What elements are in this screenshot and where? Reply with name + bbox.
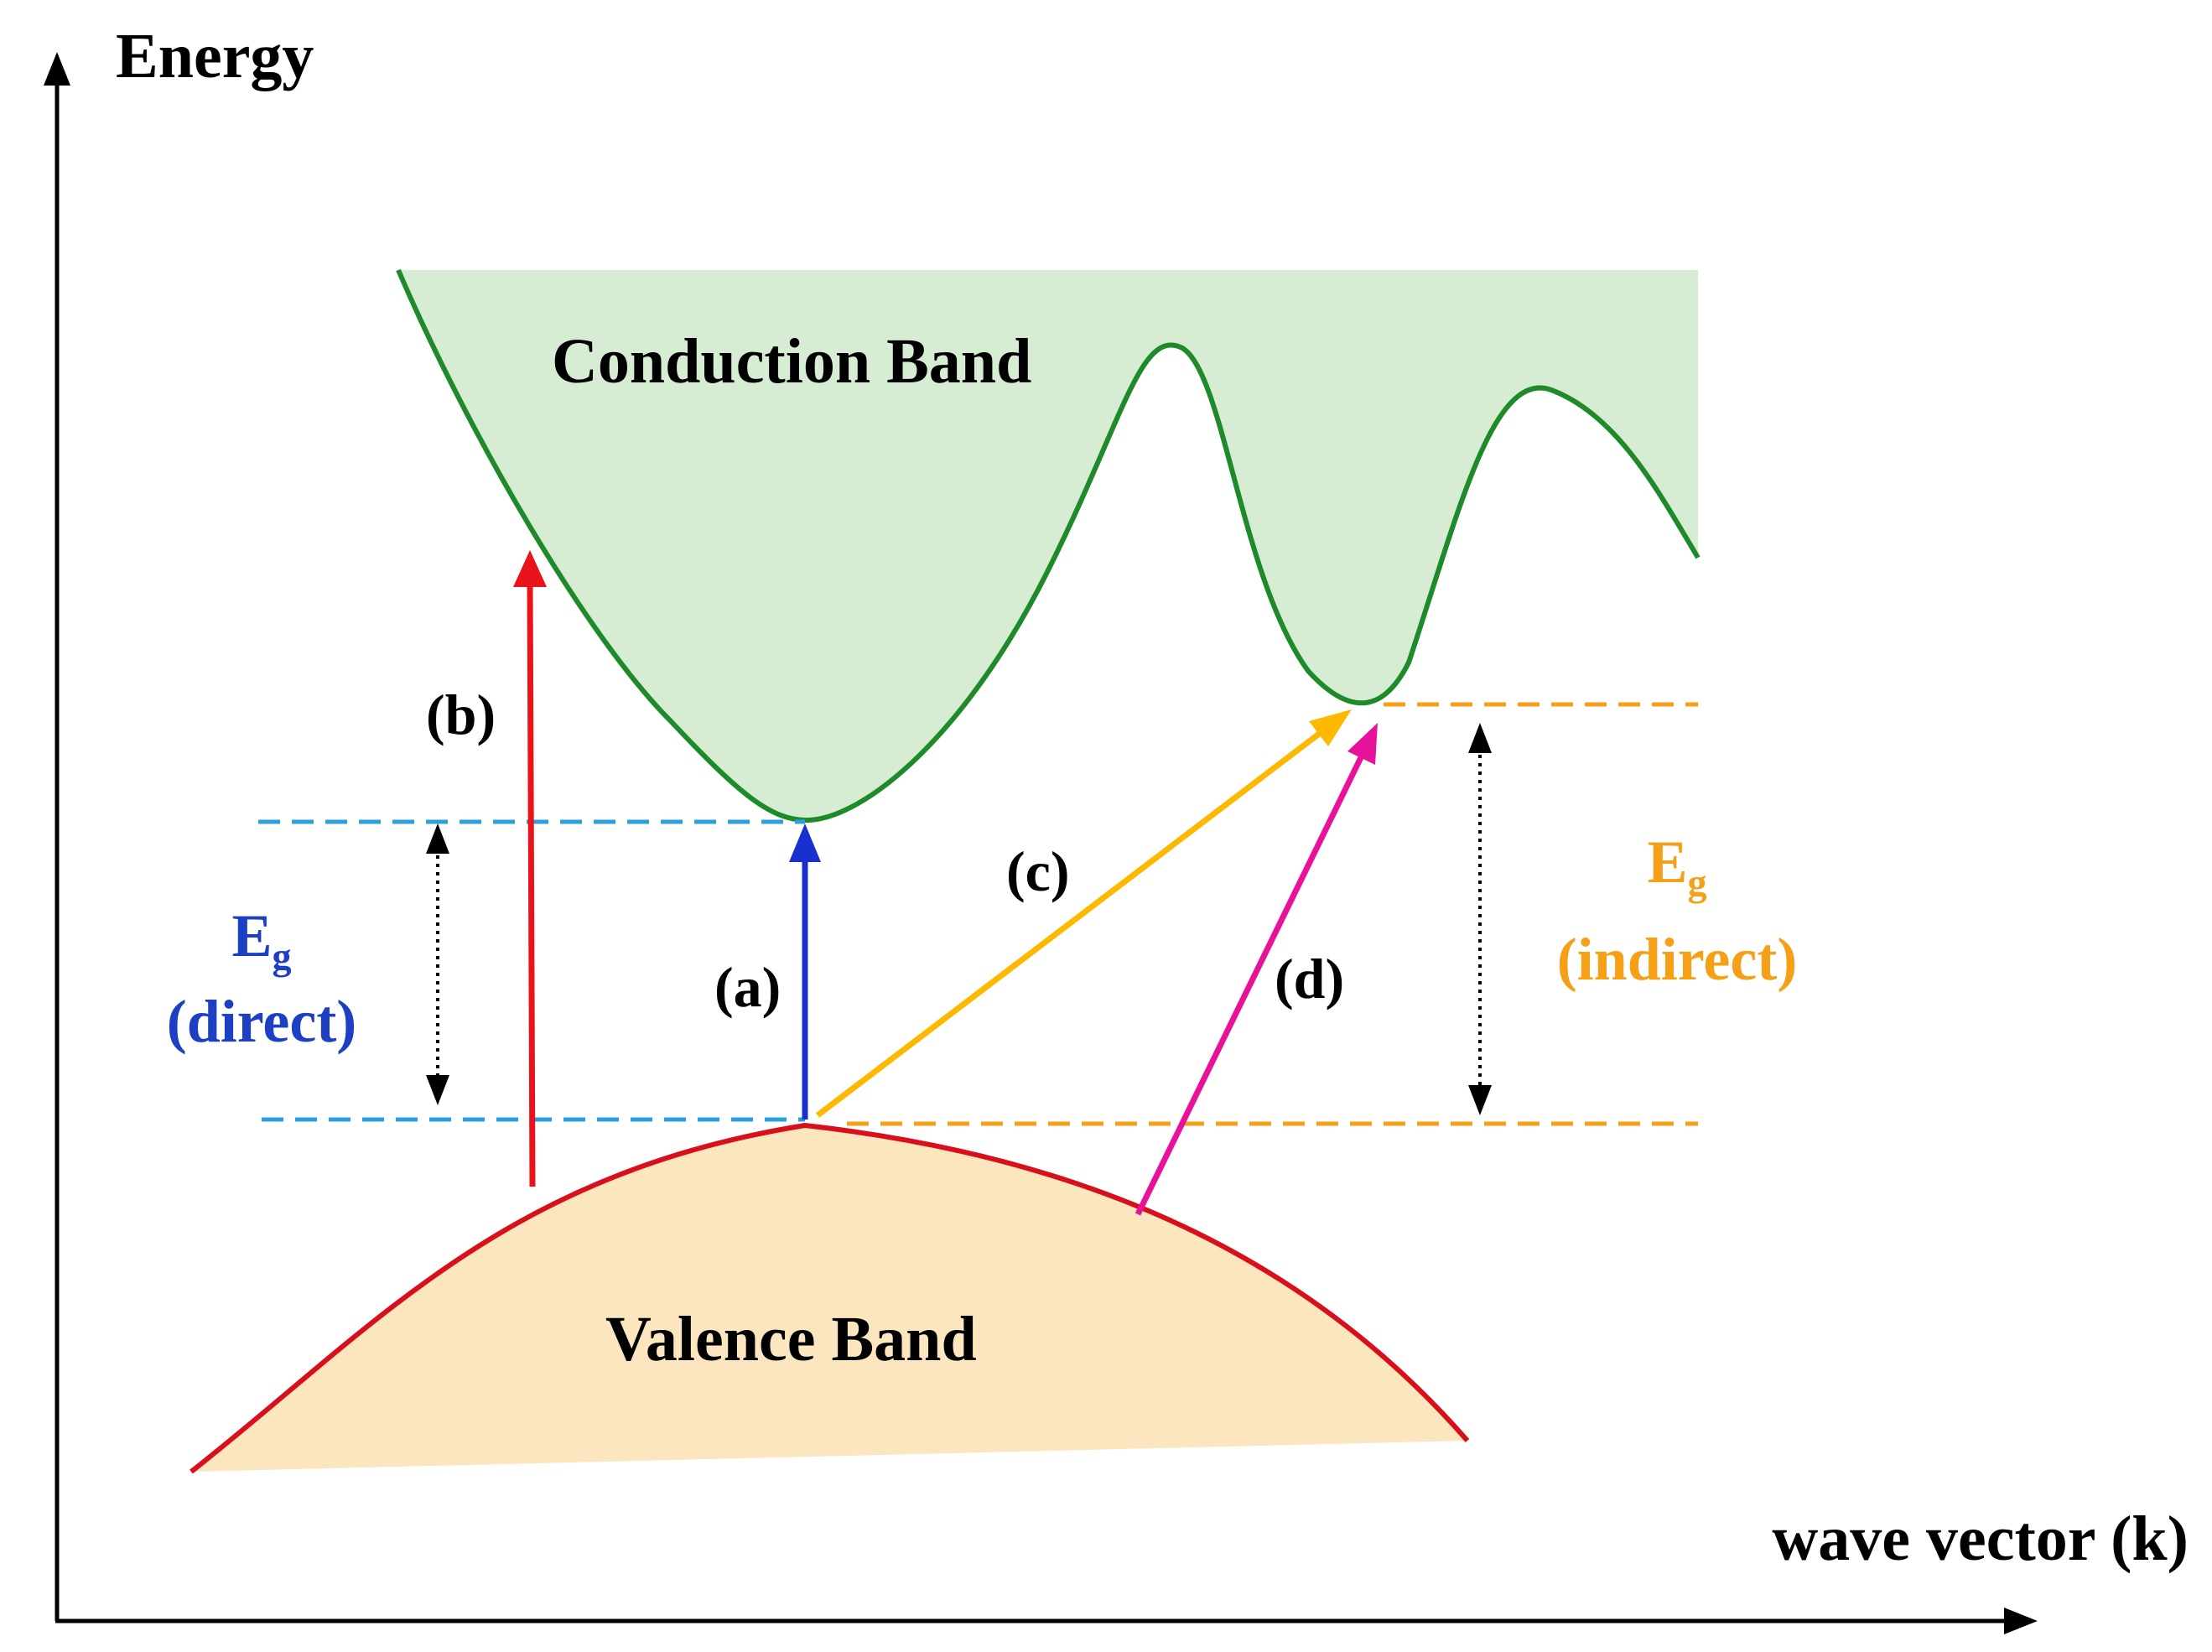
direct-gap-symbol-subscript: g xyxy=(273,935,292,978)
conduction-band-curve xyxy=(396,268,1701,823)
valence-band-curve xyxy=(190,1122,1470,1474)
indirect-gap-symbol-subscript: g xyxy=(1688,861,1707,904)
valence-band-label: Valence Band xyxy=(605,1304,977,1374)
direct-gap-symbol: Eg xyxy=(231,902,291,978)
indirect-gap-type: (indirect) xyxy=(1557,926,1798,993)
y-axis-label: Energy xyxy=(116,21,314,91)
conduction-band-fill xyxy=(398,270,1698,821)
indirect-gap-arrowhead-top xyxy=(1468,723,1492,753)
transition-label-c: (c) xyxy=(1006,839,1069,903)
transition-c-arrow xyxy=(815,709,1352,1118)
transition-d-arrow xyxy=(1135,723,1378,1216)
transition-label-b: (b) xyxy=(426,683,496,746)
direct-gap-arrowhead-top xyxy=(426,823,449,854)
y-axis-arrowhead xyxy=(44,52,70,86)
indirect-gap-symbol: Eg xyxy=(1647,829,1706,904)
x-axis-arrowhead xyxy=(2004,1608,2038,1634)
direct-gap-arrowhead-bottom xyxy=(426,1075,449,1105)
transition-label-d: (d) xyxy=(1275,947,1344,1010)
direct-gap-symbol-e: E xyxy=(231,902,272,969)
transition-b-arrow xyxy=(513,550,547,1187)
indirect-gap-symbol-e: E xyxy=(1647,829,1687,896)
transition-a-arrow xyxy=(789,823,821,1120)
transition-label-a: (a) xyxy=(714,955,781,1019)
conduction-band-label: Conduction Band xyxy=(552,326,1031,397)
indirect-gap-arrowhead-bottom xyxy=(1468,1085,1492,1115)
valence-band-fill xyxy=(191,1125,1467,1472)
direct-gap-type: (direct) xyxy=(167,988,357,1055)
x-axis-label: wave vector (k) xyxy=(1772,1504,2189,1574)
